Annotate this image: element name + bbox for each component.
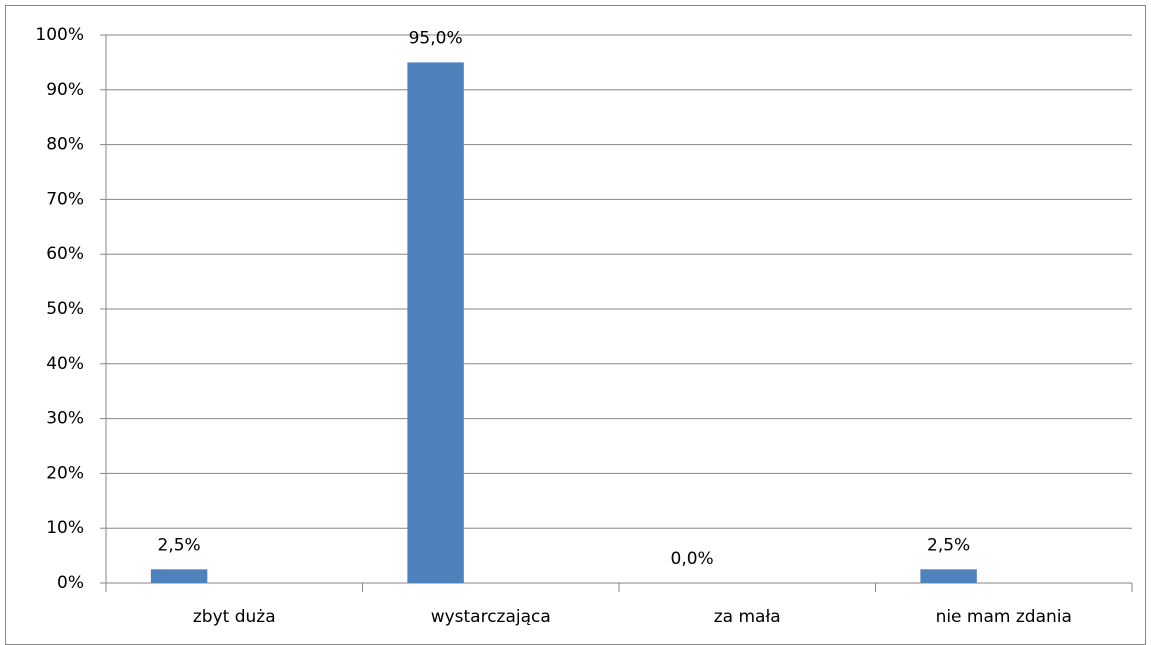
chart-border [5,5,1146,645]
bar [920,569,977,583]
y-tick-label: 100% [35,25,84,45]
y-tick-label: 70% [46,189,84,209]
data-label: 2,5% [927,535,970,555]
data-label: 2,5% [158,535,201,555]
y-tick-label: 30% [46,409,84,429]
x-tick-label: zbyt duża [193,607,276,627]
y-tick-label: 80% [46,135,84,155]
y-tick-label: 60% [46,244,84,264]
y-tick-label: 10% [46,518,84,538]
y-tick-label: 0% [57,573,84,593]
x-tick-label: wystarczająca [431,607,551,627]
y-tick-label: 50% [46,299,84,319]
x-tick-label: nie mam zdania [936,607,1072,627]
x-tick-label: za mała [714,607,781,627]
data-label: 0,0% [671,549,714,569]
y-tick-label: 20% [46,463,84,483]
y-tick-label: 90% [46,80,84,100]
data-label: 95,0% [409,28,463,48]
y-tick-label: 40% [46,354,84,374]
bar [407,62,464,583]
bar [150,569,208,583]
